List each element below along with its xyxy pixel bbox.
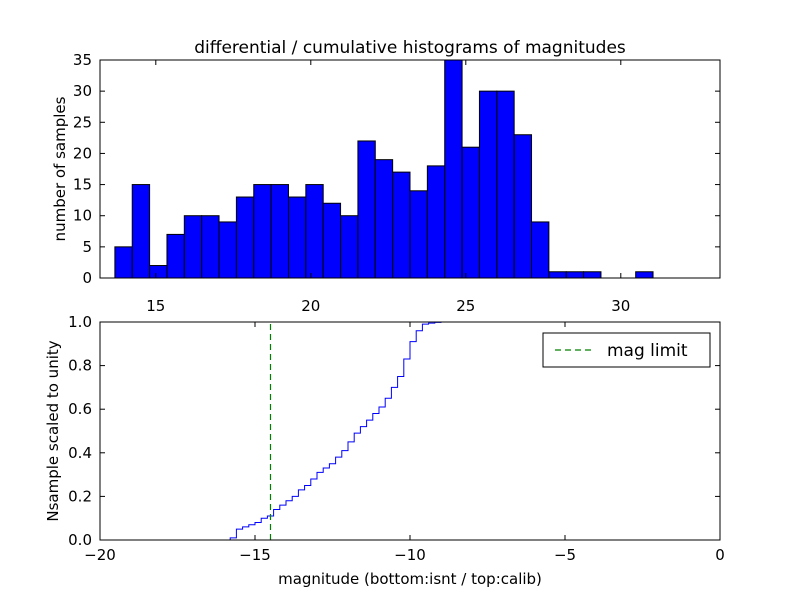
chart-title: differential / cumulative histograms of … <box>194 38 626 58</box>
histogram-bar <box>166 233 185 279</box>
x-tick-label: −15 <box>239 546 271 564</box>
histogram-bar <box>270 184 289 279</box>
y-tick-label: 0.0 <box>68 531 92 549</box>
y-tick-label: 30 <box>73 82 92 100</box>
histogram-bars <box>114 59 654 279</box>
cumulative-chart: 0.0 0.2 0.4 0.6 0.8 1.0 −20 −15 −10 −5 0 Nsample … <box>44 313 725 588</box>
histogram-bar <box>340 215 359 279</box>
histogram-y-ticks: 0 5 10 15 20 25 30 35 <box>73 51 720 287</box>
y-tick-label: 20 <box>73 144 92 162</box>
histogram-bar <box>218 221 237 279</box>
histogram-bar <box>322 202 342 279</box>
histogram-bar <box>478 90 498 279</box>
x-tick-label: 20 <box>301 297 320 315</box>
histogram-bar <box>461 146 480 279</box>
histogram-bar <box>201 215 220 279</box>
histogram-bar <box>305 184 324 279</box>
cumulative-y-ticks: 0.0 0.2 0.4 0.6 0.8 1.0 <box>68 313 720 549</box>
y-tick-label: 0.2 <box>68 487 92 505</box>
histogram-bar <box>444 59 463 279</box>
y-tick-label: 0.6 <box>68 400 92 418</box>
x-tick-label: −10 <box>394 546 426 564</box>
legend: mag limit <box>542 332 711 368</box>
cumulative-x-axis-label: magnitude (bottom:isnt / top:calib) <box>278 570 542 588</box>
histogram-bar <box>635 271 654 279</box>
histogram-bar <box>583 271 602 279</box>
histogram-bar <box>235 196 255 279</box>
histogram-bar <box>374 159 394 279</box>
histogram-bar <box>253 184 272 279</box>
legend-label-mag-limit: mag limit <box>607 341 688 361</box>
x-tick-label: 0 <box>715 546 725 564</box>
histogram-axes-frame <box>99 59 721 279</box>
cumulative-y-axis-label: Nsample scaled to unity <box>44 340 62 521</box>
x-tick-label: 30 <box>611 297 630 315</box>
histogram-x-ticks: 15 20 25 30 <box>146 60 630 315</box>
histogram-bar <box>131 184 151 279</box>
y-tick-label: 35 <box>73 51 92 69</box>
cumulative-x-ticks: −20 −15 −10 −5 0 <box>84 322 725 564</box>
histogram-bar <box>426 165 446 279</box>
y-tick-label: 5 <box>82 238 92 256</box>
histogram-bar <box>548 271 567 279</box>
histogram-bar <box>496 90 515 279</box>
histogram-bar <box>287 196 307 279</box>
y-tick-label: 1.0 <box>68 313 92 331</box>
x-tick-label: 25 <box>456 297 475 315</box>
histogram-bar <box>513 134 533 279</box>
histogram-bar <box>114 246 133 279</box>
y-tick-label: 15 <box>73 176 92 194</box>
histogram-chart: differential / cumulative histograms of … <box>51 38 721 315</box>
y-tick-label: 0.4 <box>68 444 92 462</box>
x-tick-label: −20 <box>84 546 116 564</box>
histogram-bar <box>357 140 376 279</box>
histogram-bar <box>392 171 411 279</box>
histogram-bar <box>409 190 428 279</box>
y-tick-label: 25 <box>73 113 92 131</box>
x-tick-label: −5 <box>554 546 576 564</box>
histogram-bar <box>183 215 203 279</box>
x-tick-label: 15 <box>146 297 165 315</box>
histogram-bar <box>565 271 585 279</box>
histogram-bar <box>149 265 168 279</box>
histogram-bar <box>531 221 550 279</box>
y-tick-label: 0.8 <box>68 357 92 375</box>
y-tick-label: 10 <box>73 207 92 225</box>
cumulative-step-line <box>100 321 721 541</box>
y-tick-label: 0 <box>82 269 92 287</box>
histogram-y-axis-label: number of samples <box>51 96 69 241</box>
